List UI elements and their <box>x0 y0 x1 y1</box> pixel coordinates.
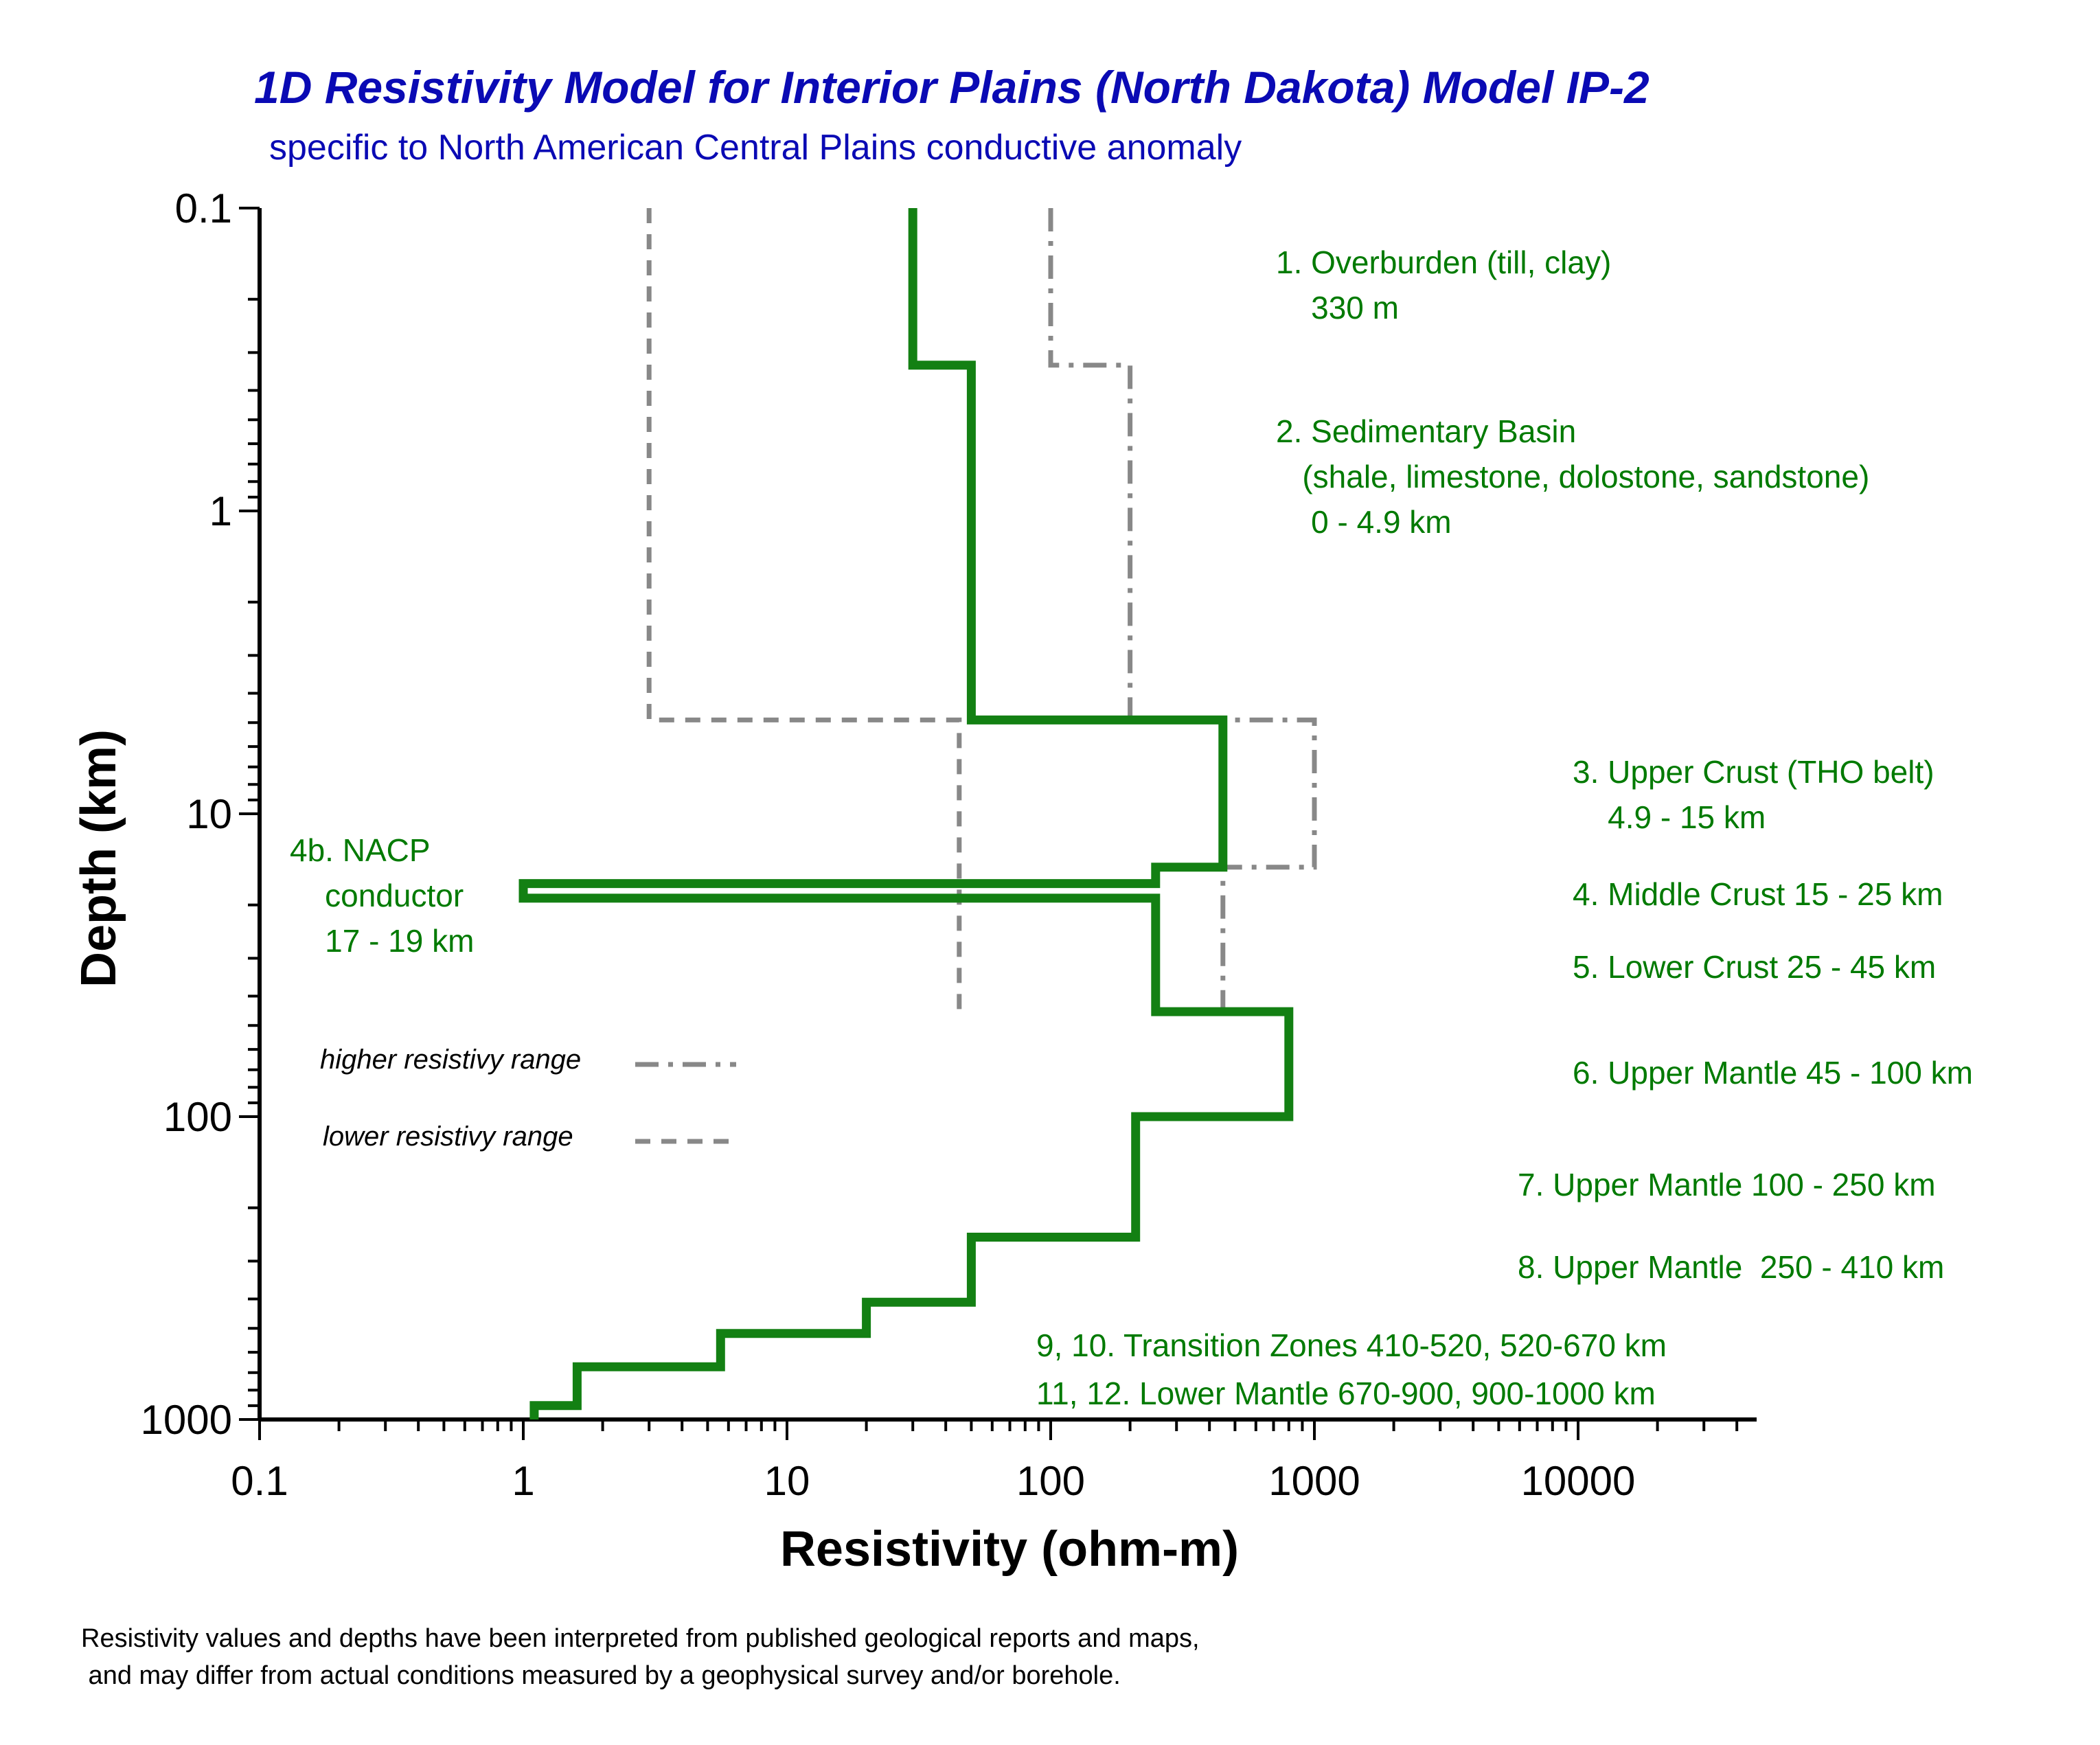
y-tick-label: 10 <box>186 791 232 837</box>
legend-label: lower resistivy range <box>323 1121 573 1152</box>
series-line-model-ip-2 <box>518 208 1294 1419</box>
annotation-a2: (shale, limestone, dolostone, sandstone) <box>1276 459 1869 494</box>
annotation-a8: 8. Upper Mantle 250 - 410 km <box>1518 1249 1944 1285</box>
annotation-a6: 6. Upper Mantle 45 - 100 km <box>1573 1055 1973 1091</box>
annotation-a7: 7. Upper Mantle 100 - 250 km <box>1518 1167 1936 1202</box>
annotation-a1: 1. Overburden (till, clay) <box>1276 244 1611 280</box>
annotation-a4b: 17 - 19 km <box>290 923 474 959</box>
x-tick-label: 100 <box>1016 1458 1085 1504</box>
y-tick-label: 0.1 <box>175 185 232 231</box>
annotation-a4: 4. Middle Crust 15 - 25 km <box>1573 876 1943 912</box>
y-tick-label: 1 <box>209 488 232 534</box>
annotation-a4b: conductor <box>290 878 464 913</box>
y-tick-label: 1000 <box>141 1397 232 1443</box>
x-tick-label: 10000 <box>1521 1458 1636 1504</box>
annotation-a9: 11, 12. Lower Mantle 670-900, 900-1000 k… <box>1036 1376 1656 1411</box>
chart-subtitle: specific to North American Central Plain… <box>269 128 1242 168</box>
annotation-a5: 5. Lower Crust 25 - 45 km <box>1573 949 1936 985</box>
annotation-a3: 4.9 - 15 km <box>1573 799 1766 835</box>
chart-title: 1D Resistivity Model for Interior Plains… <box>254 62 1650 113</box>
annotation-a1: 330 m <box>1276 290 1399 326</box>
x-tick-label: 0.1 <box>231 1458 288 1504</box>
annotation-a3: 3. Upper Crust (THO belt) <box>1573 754 1934 790</box>
y-tick-label: 100 <box>163 1094 232 1140</box>
y-axis-title: Depth (km) <box>71 729 126 988</box>
legend: higher resistivy range lower resistivy ra… <box>320 1045 736 1152</box>
footnote-line: and may differ from actual conditions me… <box>81 1661 1121 1690</box>
footnote-line: Resistivity values and depths have been … <box>81 1624 1200 1653</box>
annotations: 1. Overburden (till, clay) 330 m 2. Sedim… <box>290 244 1973 1411</box>
series-layer <box>518 208 1317 1419</box>
series-line-higher-resistivy-range <box>1048 208 1317 1012</box>
series-line-lower-resistivy-range <box>646 208 962 1012</box>
axes: 0.1 1 10 100 1000 10000 0.1 1 10 100 1000 <box>141 185 1757 1504</box>
annotation-a9: 9, 10. Transition Zones 410-520, 520-670… <box>1036 1327 1667 1363</box>
footnote: Resistivity values and depths have been … <box>81 1624 1200 1690</box>
x-tick-label: 10 <box>764 1458 810 1504</box>
x-tick-label: 1 <box>512 1458 534 1504</box>
annotation-a2: 0 - 4.9 km <box>1276 504 1452 540</box>
legend-label: higher resistivy range <box>320 1045 581 1075</box>
annotation-a4b: 4b. NACP <box>290 832 431 868</box>
annotation-a2: 2. Sedimentary Basin <box>1276 413 1576 449</box>
x-tick-label: 1000 <box>1268 1458 1360 1504</box>
x-axis-title: Resistivity (ohm-m) <box>780 1522 1239 1577</box>
